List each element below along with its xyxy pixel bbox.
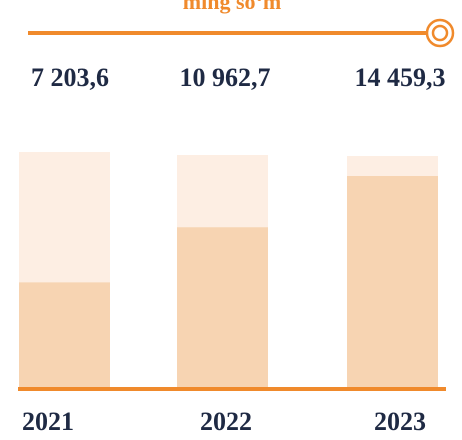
value-label: 7 203,6 [31,63,109,92]
value-label: 14 459,3 [355,63,446,92]
x-tick-label: 2022 [200,407,252,436]
bar [19,282,110,388]
bar [347,176,438,388]
value-label: 10 962,7 [180,63,271,92]
x-tick-label: 2023 [374,407,426,436]
bar [177,227,268,388]
rule-dot [431,24,449,42]
chart-title: ming so‘m [183,0,281,14]
x-tick-label: 2021 [22,407,74,436]
